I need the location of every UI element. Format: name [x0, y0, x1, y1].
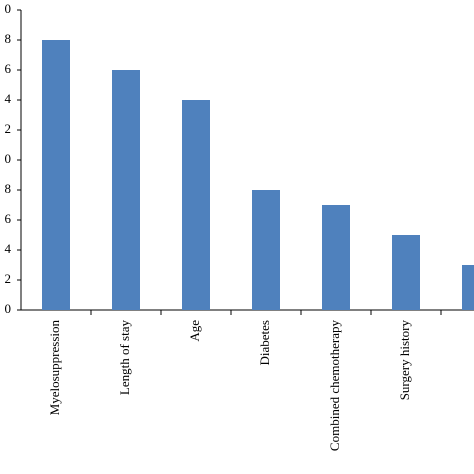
- bar: [182, 100, 210, 310]
- y-tick-label: 0: [5, 151, 12, 166]
- y-tick-label: 4: [5, 241, 12, 256]
- x-tick-label: Combined chemotherapy: [327, 320, 342, 452]
- y-tick-label: 8: [5, 181, 12, 196]
- y-tick-label: 4: [5, 91, 12, 106]
- x-tick-label: Age: [187, 320, 202, 342]
- bar: [112, 70, 140, 310]
- y-tick-label: 8: [5, 31, 12, 46]
- x-tick-label: Surgery history: [397, 320, 412, 401]
- bar: [392, 235, 420, 310]
- y-tick-label: 2: [5, 271, 12, 286]
- bar: [462, 265, 474, 310]
- y-tick-label: 6: [5, 61, 12, 76]
- y-tick-label: 2: [5, 121, 12, 136]
- bar: [42, 40, 70, 310]
- y-tick-label: 0: [5, 1, 12, 16]
- x-tick-label: Myelosuppression: [47, 320, 62, 416]
- y-tick-label: 6: [5, 211, 12, 226]
- bar: [322, 205, 350, 310]
- y-tick-label: 0: [5, 301, 12, 316]
- bar: [252, 190, 280, 310]
- x-tick-label: Diabetes: [257, 320, 272, 365]
- x-tick-label: Length of stay: [117, 320, 132, 396]
